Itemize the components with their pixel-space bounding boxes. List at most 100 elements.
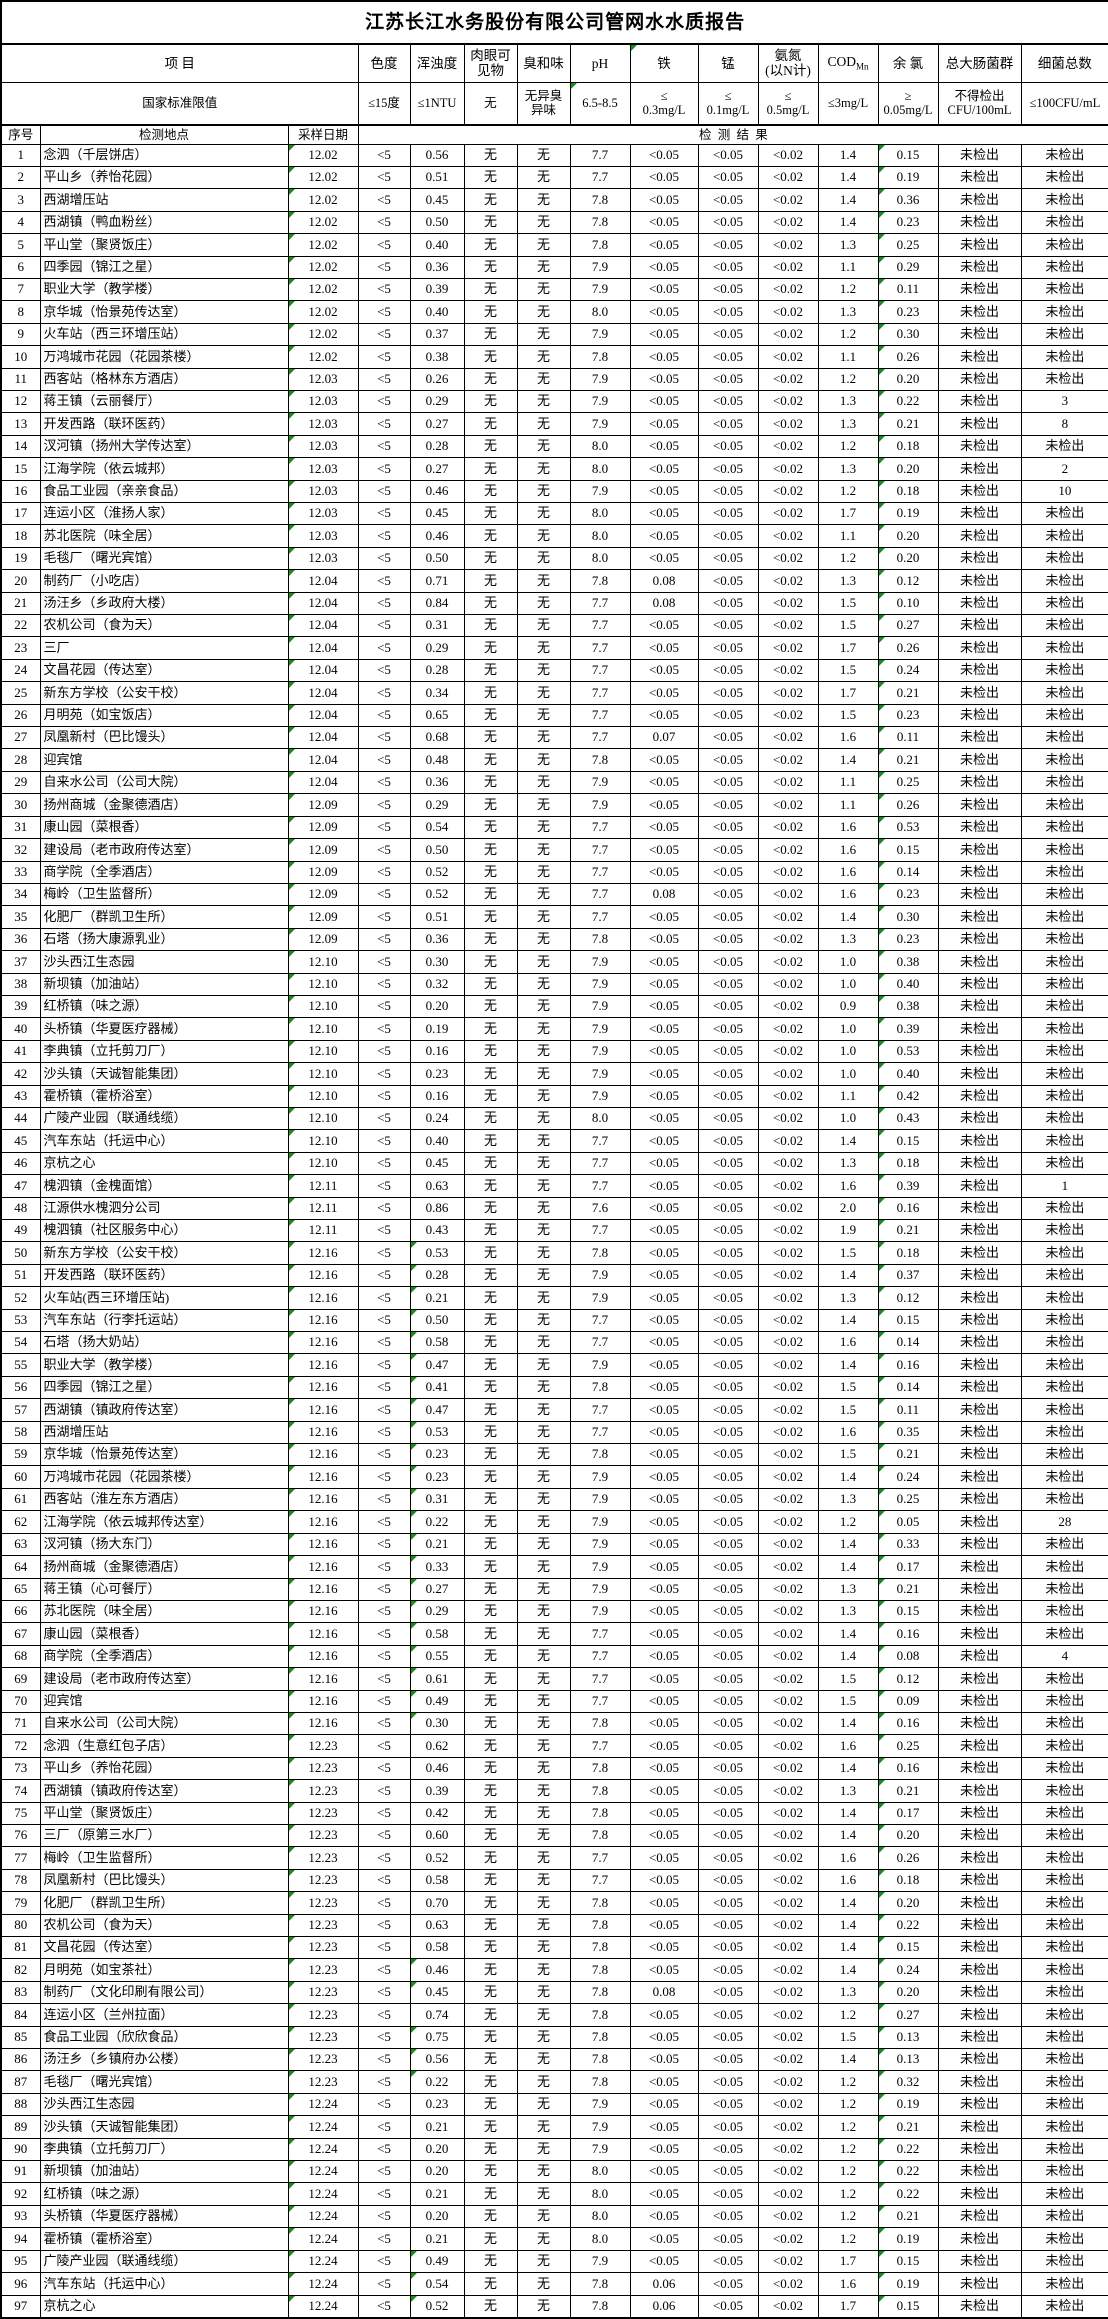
cell-manganese: <0.05 xyxy=(697,1129,759,1153)
table-row: 35 化肥厂（群凯卫生所） 12.09 <5 0.51 无 无 7.7 <0.0… xyxy=(0,905,1108,929)
cell-iron: <0.05 xyxy=(629,1935,699,1960)
cell-serial: 15 xyxy=(0,457,41,481)
cell-bacteria: 未检出 xyxy=(1020,636,1108,660)
cell-turbidity: 0.74 xyxy=(409,2003,465,2027)
cell-sample-date: 12.10 xyxy=(287,1129,359,1153)
cell-codmn: 1.3 xyxy=(817,1577,879,1601)
cell-ammonia: <0.02 xyxy=(757,1353,819,1377)
cell-manganese: <0.05 xyxy=(697,681,759,705)
cell-chlorine: 0.15 xyxy=(877,1129,939,1153)
cell-ammonia: <0.02 xyxy=(757,1487,819,1512)
page-title: 江苏长江水务股份有限公司管网水水质报告 xyxy=(0,0,1108,45)
cell-manganese: <0.05 xyxy=(697,1935,759,1960)
cell-odor: 无 xyxy=(516,2025,571,2050)
cell-iron: <0.05 xyxy=(629,1644,699,1669)
cell-codmn: 1.4 xyxy=(817,1891,879,1915)
cell-turbidity: 0.54 xyxy=(409,2272,465,2296)
cell-ammonia: <0.02 xyxy=(757,614,819,638)
cell-location: 李典镇（立托剪刀厂） xyxy=(39,1039,289,1064)
table-row: 16 食品工业园（亲亲食品） 12.03 <5 0.46 无 无 7.9 <0.… xyxy=(0,479,1108,504)
cell-turbidity: 0.56 xyxy=(409,2048,465,2072)
cell-manganese: <0.05 xyxy=(697,614,759,638)
cell-color: <5 xyxy=(357,1308,411,1333)
cell-ph: 7.7 xyxy=(569,726,631,750)
cell-ammonia: <0.02 xyxy=(757,546,819,571)
cell-ammonia: <0.02 xyxy=(757,300,819,324)
cell-sample-date: 12.23 xyxy=(287,1846,359,1870)
cell-sample-date: 12.16 xyxy=(287,1622,359,1646)
cell-visible-matter: 无 xyxy=(463,1398,518,1422)
cell-sample-date: 12.11 xyxy=(287,1196,359,1221)
cell-color: <5 xyxy=(357,1756,411,1781)
cell-turbidity: 0.27 xyxy=(409,457,465,481)
cell-color: <5 xyxy=(357,2025,411,2050)
cell-coliform: 未检出 xyxy=(937,188,1022,212)
cell-location: 四季园（锦江之星） xyxy=(39,255,289,279)
cell-sample-date: 12.09 xyxy=(287,815,359,840)
cell-visible-matter: 无 xyxy=(463,569,518,593)
cell-sample-date: 12.09 xyxy=(287,882,359,907)
cell-manganese: <0.05 xyxy=(697,1039,759,1064)
cell-sample-date: 12.11 xyxy=(287,1174,359,1198)
cell-visible-matter: 无 xyxy=(463,994,518,1019)
cell-iron: 0.06 xyxy=(629,2294,699,2319)
cell-iron: <0.05 xyxy=(629,1375,699,1400)
cell-chlorine: 0.21 xyxy=(877,412,939,436)
cell-color: <5 xyxy=(357,1487,411,1512)
cell-manganese: <0.05 xyxy=(697,726,759,750)
cell-coliform: 未检出 xyxy=(937,1980,1022,2005)
cell-chlorine: 0.21 xyxy=(877,1577,939,1601)
cell-ammonia: <0.02 xyxy=(757,1891,819,1915)
cell-odor: 无 xyxy=(516,188,571,212)
cell-color: <5 xyxy=(357,950,411,974)
cell-chlorine: 0.15 xyxy=(877,2294,939,2319)
cell-codmn: 1.0 xyxy=(817,972,879,996)
cell-iron: <0.05 xyxy=(629,345,699,369)
cell-odor: 无 xyxy=(516,1711,571,1736)
cell-ammonia: <0.02 xyxy=(757,1734,819,1758)
table-row: 26 月明苑（如宝饭店） 12.04 <5 0.65 无 无 7.7 <0.05… xyxy=(0,703,1108,728)
cell-odor: 无 xyxy=(516,1935,571,1960)
cell-ammonia: <0.02 xyxy=(757,1532,819,1557)
cell-codmn: 1.4 xyxy=(817,1958,879,1982)
cell-location: 文昌花园（传达室） xyxy=(39,1935,289,1960)
cell-visible-matter: 无 xyxy=(463,681,518,705)
cell-ph: 7.8 xyxy=(569,1913,631,1938)
header-col-bacteria: 细菌总数 xyxy=(1020,43,1108,83)
cell-odor: 无 xyxy=(516,1510,571,1534)
cell-serial: 50 xyxy=(0,1241,41,1265)
cell-color: <5 xyxy=(357,2003,411,2027)
cell-iron: <0.05 xyxy=(629,770,699,795)
cell-bacteria: 未检出 xyxy=(1020,1667,1108,1691)
cell-color: <5 xyxy=(357,501,411,526)
cell-coliform: 未检出 xyxy=(937,2204,1022,2229)
cell-ph: 7.8 xyxy=(569,2294,631,2319)
cell-turbidity: 0.60 xyxy=(409,1823,465,1848)
cell-location: 槐泗镇（金槐面馆） xyxy=(39,1174,289,1198)
cell-sample-date: 12.23 xyxy=(287,1913,359,1938)
cell-ph: 7.9 xyxy=(569,1286,631,1310)
cell-odor: 无 xyxy=(516,1353,571,1377)
cell-visible-matter: 无 xyxy=(463,636,518,660)
cell-iron: <0.05 xyxy=(629,1532,699,1557)
cell-chlorine: 0.16 xyxy=(877,1196,939,1221)
cell-location: 汊河镇（扬大东门） xyxy=(39,1532,289,1557)
cell-visible-matter: 无 xyxy=(463,2137,518,2162)
cell-coliform: 未检出 xyxy=(937,1241,1022,1265)
cell-coliform: 未检出 xyxy=(937,1129,1022,1153)
cell-ph: 7.7 xyxy=(569,1398,631,1422)
cell-odor: 无 xyxy=(516,591,571,616)
cell-bacteria: 未检出 xyxy=(1020,1129,1108,1153)
cell-visible-matter: 无 xyxy=(463,2025,518,2050)
cell-ph: 7.7 xyxy=(569,838,631,862)
cell-turbidity: 0.51 xyxy=(409,905,465,929)
cell-serial: 75 xyxy=(0,1801,41,1825)
cell-chlorine: 0.29 xyxy=(877,255,939,279)
cell-ph: 7.7 xyxy=(569,1868,631,1893)
cell-color: <5 xyxy=(357,1398,411,1422)
cell-color: <5 xyxy=(357,277,411,302)
cell-manganese: <0.05 xyxy=(697,1196,759,1221)
table-row: 73 平山乡（养怡花园） 12.23 <5 0.46 无 无 7.8 <0.05… xyxy=(0,1756,1108,1781)
cell-ammonia: <0.02 xyxy=(757,1823,819,1848)
cell-turbidity: 0.70 xyxy=(409,1891,465,1915)
